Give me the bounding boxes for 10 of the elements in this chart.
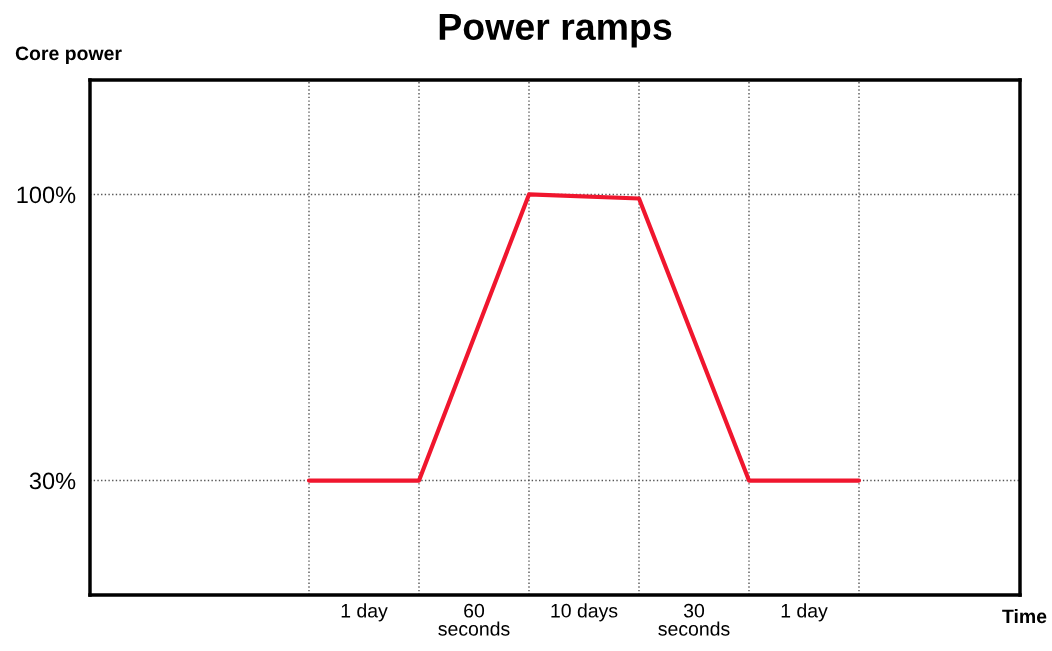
text: 30 seconds [658, 603, 730, 636]
x-axis-title: Time [1002, 608, 1047, 624]
text: 10 days [551, 603, 618, 622]
text: 1 day [341, 603, 388, 622]
y-tick-label: 30% [29, 472, 76, 490]
y-tick-label: 100% [17, 186, 76, 204]
chart-title: Power ramps [439, 13, 672, 48]
text: 1 day [781, 603, 828, 622]
y-axis-title: Core power [15, 46, 122, 65]
text: 60 seconds [438, 603, 510, 636]
